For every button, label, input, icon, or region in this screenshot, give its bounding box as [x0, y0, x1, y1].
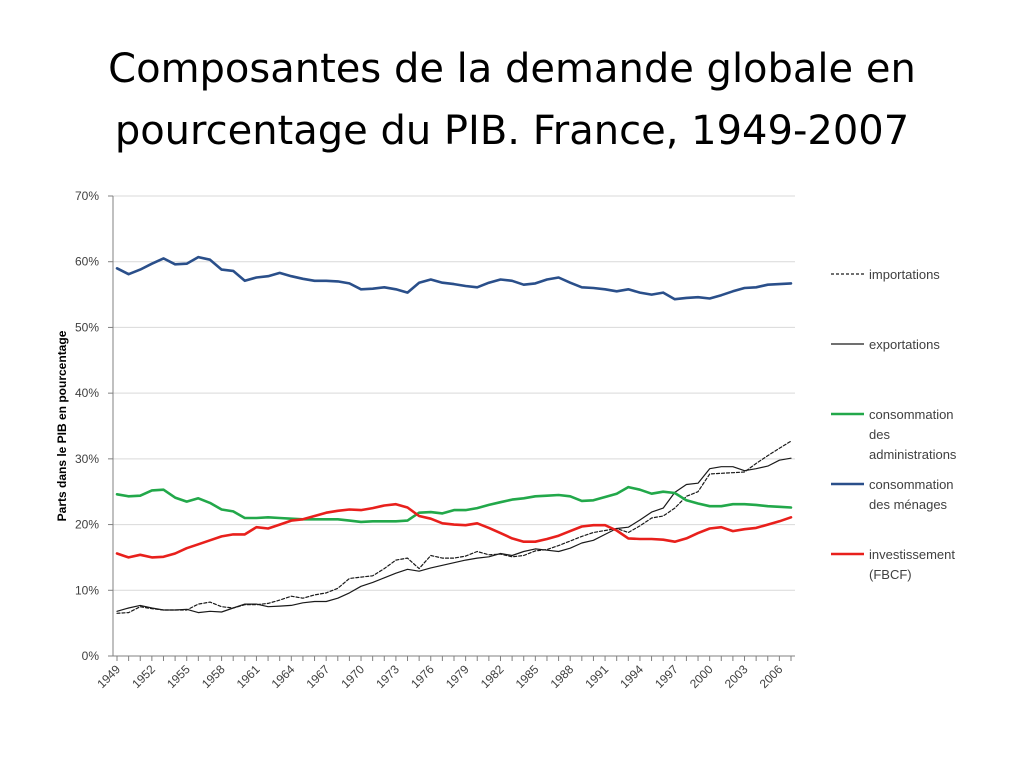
legend-item: exportations [831, 337, 940, 352]
x-tick-label: 2000 [687, 662, 716, 691]
y-tick-label: 60% [75, 255, 99, 269]
y-tick-label: 70% [75, 189, 99, 203]
x-tick-label: 1970 [338, 662, 367, 691]
series-line-3 [115, 485, 793, 524]
x-tick-label: 1991 [582, 662, 611, 691]
legend-label: consommation [869, 477, 954, 492]
legend-label: des ménages [869, 497, 948, 512]
x-tick-label: 1994 [617, 662, 646, 691]
y-tick-label: 10% [75, 583, 99, 597]
legend-item: consommation des administrations [831, 407, 957, 462]
legend-label: (FBCF) [869, 567, 912, 582]
y-tick-label: 30% [75, 452, 99, 466]
series-line-1 [116, 440, 792, 614]
x-tick-label: 1985 [513, 662, 542, 691]
x-tick-label: 1961 [234, 662, 263, 691]
legend-label: des [869, 427, 890, 442]
series-lines [115, 255, 793, 614]
y-tick-label: 50% [75, 320, 99, 334]
legend-label: investissement [869, 547, 955, 562]
x-tick-label: 1973 [373, 662, 402, 691]
slide-title: Composantes de la demande globale en pou… [0, 38, 1024, 162]
y-tick-label: 20% [75, 518, 99, 532]
x-tick-label: 2003 [722, 662, 751, 691]
y-axis-title: Parts dans le PIB en pourcentage [55, 330, 69, 521]
legend-item: investissement (FBCF) [831, 547, 955, 582]
x-tick-label: 1949 [94, 662, 123, 691]
series-line-4 [115, 255, 793, 301]
x-tick-label: 2006 [757, 662, 786, 691]
x-tick-label: 1988 [548, 662, 577, 691]
legend-item: consommation des ménages [831, 477, 954, 512]
slide-title-line-1: Composantes de la demande globale en [108, 46, 916, 92]
y-tick-label: 0% [82, 649, 100, 663]
slide-title-line-2: pourcentage du PIB. France, 1949-2007 [114, 108, 910, 154]
x-tick-label: 1976 [408, 662, 437, 691]
x-tick-label: 1955 [164, 662, 193, 691]
legend-label: administrations [869, 447, 957, 462]
series-line-2 [116, 457, 792, 614]
y-tick-label: 40% [75, 386, 99, 400]
legend-item: importations [831, 267, 940, 282]
x-tick-label: 1964 [269, 662, 298, 691]
x-tick-label: 1967 [304, 662, 333, 691]
legend-label: exportations [869, 337, 940, 352]
legend-label: consommation [869, 407, 954, 422]
legend-label: importations [869, 267, 940, 282]
x-tick-label: 1982 [478, 662, 507, 691]
gridlines [113, 195, 795, 591]
series-line-5 [115, 502, 793, 559]
legend: importations exportations consommation des a… [831, 267, 957, 582]
x-tick-label: 1979 [443, 662, 472, 691]
x-tick-label: 1958 [199, 662, 228, 691]
x-tick-label: 1997 [652, 662, 681, 691]
x-tick-label: 1952 [129, 662, 158, 691]
